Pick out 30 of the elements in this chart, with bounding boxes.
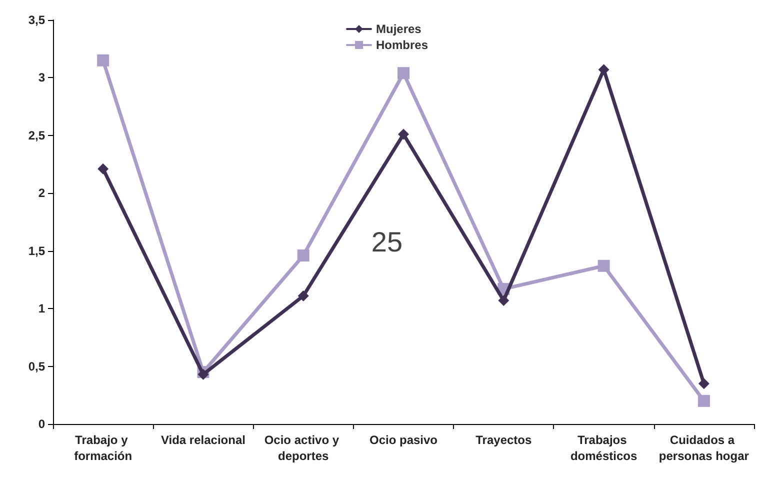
y-tick-label: 2 <box>38 186 46 200</box>
point <box>598 260 610 272</box>
x-tick-label: Ocio pasivo <box>369 433 438 447</box>
point <box>598 64 610 76</box>
y-tick-label: 2,5 <box>28 128 46 142</box>
point <box>398 128 409 140</box>
y-tick-label: 3,5 <box>28 13 46 27</box>
point <box>398 67 410 80</box>
x-tick-label: Trabajos domésticos <box>570 433 638 463</box>
point <box>297 249 310 262</box>
point <box>98 163 109 174</box>
point <box>97 54 110 66</box>
x-tick-label: Trayectos <box>476 433 532 447</box>
legend-label: Hombres <box>376 38 428 52</box>
point <box>198 368 209 380</box>
y-tick-label: 1 <box>38 302 46 316</box>
y-tick-label: 1,5 <box>28 244 46 258</box>
point <box>298 290 309 302</box>
y-tick-label: 0,5 <box>28 359 46 374</box>
annotation: 25 <box>371 226 403 258</box>
y-tick-label: 3 <box>38 70 46 85</box>
x-tick-label: Ocio activo y deportes <box>264 433 342 463</box>
legend-label: Mujeres <box>376 22 422 36</box>
point <box>498 294 510 306</box>
y-tick-label: 0 <box>38 417 46 431</box>
x-tick-label: Cuidados a personas hogar <box>658 433 750 463</box>
point <box>698 394 710 407</box>
point <box>698 378 710 390</box>
x-tick-label: Vida relacional <box>160 433 246 447</box>
x-tick-label: Trabajo y formación <box>74 433 132 463</box>
